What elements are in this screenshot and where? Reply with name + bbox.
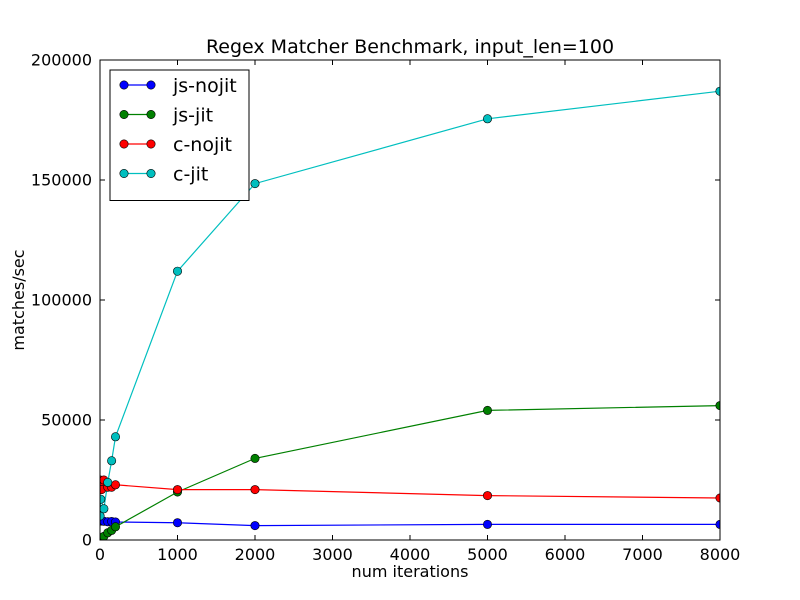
y-tick-label: 200000: [31, 51, 92, 70]
x-tick-label: 8000: [700, 545, 741, 564]
data-point-js-jit-8: [250, 453, 260, 463]
series-line-c-jit: [100, 90, 720, 517]
y-tick-label: 150000: [31, 171, 92, 190]
data-point-c-nojit-9: [482, 491, 492, 501]
y-tick-label: 0: [82, 531, 92, 550]
data-point-c-jit-2: [100, 504, 109, 514]
data-point-c-nojit-7: [173, 485, 183, 495]
x-tick-label: 0: [95, 545, 105, 564]
series-group: [100, 86, 720, 540]
legend-swatch-marker-js-nojit: [119, 80, 129, 90]
data-point-js-jit-9: [482, 405, 492, 415]
data-point-js-nojit-8: [250, 521, 260, 531]
data-point-js-nojit-7: [173, 518, 183, 528]
x-tick-label: 3000: [312, 545, 353, 564]
data-point-c-jit-8: [482, 114, 492, 124]
legend-swatch-marker-js-nojit: [146, 80, 156, 90]
data-point-c-nojit-8: [250, 485, 260, 495]
x-tick-label: 1000: [157, 545, 198, 564]
chart-title: Regex Matcher Benchmark, input_len=100: [206, 36, 614, 58]
data-point-c-jit-1: [100, 494, 106, 504]
data-point-js-jit-6: [111, 522, 121, 532]
legend: js-nojit js-jit c-nojit c-jit: [109, 69, 250, 201]
legend-label-js-nojit: js-nojit: [172, 75, 237, 97]
legend-label-c-nojit: c-nojit: [173, 134, 232, 156]
y-axis-title: matches/sec: [9, 249, 28, 350]
x-axis-title: num iterations: [352, 562, 469, 581]
legend-swatch-marker-c-jit: [146, 169, 156, 179]
legend-box: [109, 69, 250, 201]
legend-swatch-marker-c-nojit: [146, 139, 156, 149]
x-tick-label: 4000: [390, 545, 431, 564]
x-tick-label: 7000: [622, 545, 663, 564]
data-point-c-jit-4: [107, 456, 117, 466]
x-tick-label: 2000: [235, 545, 276, 564]
data-point-c-nojit-6: [111, 480, 121, 490]
data-point-c-jit-5: [111, 432, 121, 442]
data-point-c-jit-3: [103, 477, 113, 487]
y-tick-label: 100000: [31, 291, 92, 310]
y-tick-label: 50000: [41, 411, 92, 430]
legend-swatch-marker-js-jit: [119, 110, 129, 120]
x-tick-label: 6000: [545, 545, 586, 564]
legend-label-js-jit: js-jit: [172, 105, 213, 127]
plot-area: 0 1000 2000 3000 4000 5000 6000 7000 8000 0 50000 1…: [31, 51, 740, 565]
data-point-js-nojit-9: [482, 519, 492, 529]
x-tick-label: 5000: [467, 545, 508, 564]
legend-swatch-marker-c-jit: [119, 169, 129, 179]
data-point-c-jit-6: [173, 266, 183, 276]
legend-swatch-marker-c-nojit: [119, 139, 129, 149]
legend-label-c-jit: c-jit: [173, 164, 208, 186]
legend-swatch-marker-js-jit: [146, 110, 156, 120]
data-point-c-jit-7: [250, 179, 260, 189]
